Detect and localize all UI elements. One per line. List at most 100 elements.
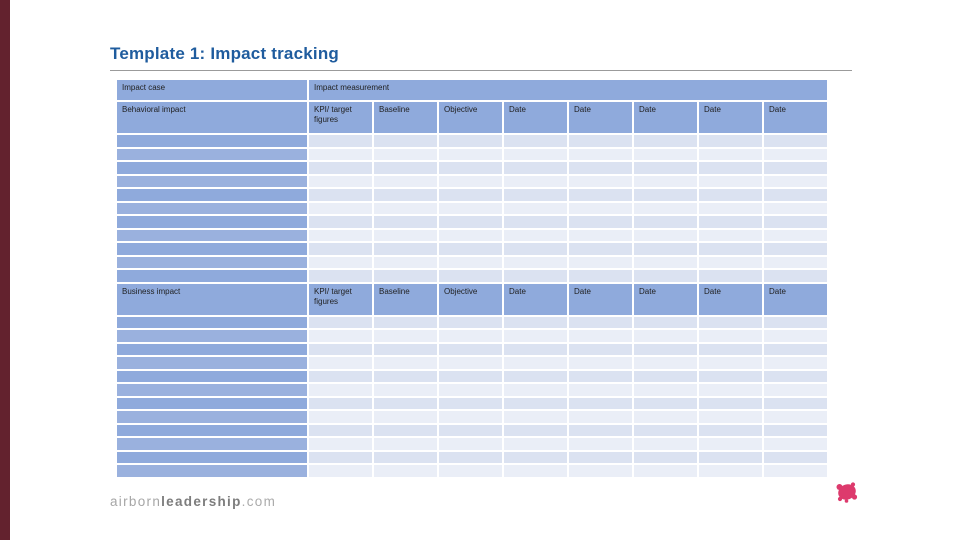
empty-data-cell — [309, 229, 372, 241]
empty-data-cell — [504, 330, 567, 342]
empty-data-cell — [309, 370, 372, 382]
empty-data-cell — [374, 411, 437, 423]
empty-data-cell — [569, 148, 632, 160]
empty-data-cell — [504, 148, 567, 160]
empty-data-cell — [439, 135, 502, 147]
empty-data-cell — [634, 270, 697, 282]
empty-data-cell — [309, 343, 372, 355]
empty-data-cell — [569, 270, 632, 282]
empty-data-cell — [309, 438, 372, 450]
empty-data-cell — [439, 229, 502, 241]
empty-data-cell — [439, 330, 502, 342]
empty-data-cell — [634, 343, 697, 355]
empty-data-cell — [439, 424, 502, 436]
empty-data-cell — [309, 316, 372, 328]
empty-data-cell — [504, 465, 567, 477]
empty-data-cell — [439, 465, 502, 477]
empty-data-cell — [309, 135, 372, 147]
empty-data-cell — [699, 162, 762, 174]
empty-data-cell — [699, 148, 762, 160]
empty-data-cell — [634, 357, 697, 369]
empty-label-cell — [117, 465, 307, 477]
empty-data-cell — [634, 330, 697, 342]
column-header-cell: Date — [569, 283, 632, 315]
column-header-cell: Baseline — [374, 102, 437, 133]
table-row — [117, 330, 827, 342]
empty-data-cell — [764, 424, 827, 436]
table-row — [117, 189, 827, 201]
empty-data-cell — [634, 243, 697, 255]
column-header-cell: Date — [504, 283, 567, 315]
empty-label-cell — [117, 189, 307, 201]
empty-data-cell — [699, 216, 762, 228]
left-accent-bar — [0, 0, 10, 540]
column-header-cell: Date — [764, 283, 827, 315]
empty-data-cell — [569, 202, 632, 214]
empty-data-cell — [699, 411, 762, 423]
empty-data-cell — [374, 397, 437, 409]
empty-data-cell — [374, 243, 437, 255]
table-row — [117, 465, 827, 477]
empty-data-cell — [764, 229, 827, 241]
table-row — [117, 175, 827, 187]
column-header-cell: Date — [764, 102, 827, 133]
brand-part-leadership: leadership — [161, 494, 242, 509]
empty-data-cell — [764, 357, 827, 369]
empty-label-cell — [117, 357, 307, 369]
empty-label-cell — [117, 202, 307, 214]
empty-label-cell — [117, 135, 307, 147]
empty-data-cell — [634, 135, 697, 147]
empty-data-cell — [699, 357, 762, 369]
empty-data-cell — [699, 270, 762, 282]
empty-data-cell — [439, 397, 502, 409]
empty-data-cell — [569, 438, 632, 450]
empty-data-cell — [309, 243, 372, 255]
brand-part-domain: .com — [241, 494, 277, 509]
empty-data-cell — [634, 451, 697, 463]
empty-label-cell — [117, 411, 307, 423]
section-header-row: Behavioral impact KPI/ target figures Base… — [117, 102, 827, 133]
empty-data-cell — [374, 343, 437, 355]
empty-data-cell — [569, 135, 632, 147]
empty-data-cell — [439, 189, 502, 201]
empty-label-cell — [117, 384, 307, 396]
impact-tracking-table: Impact case Impact measurement Behavioral … — [117, 80, 827, 479]
empty-data-cell — [634, 424, 697, 436]
impact-case-header-cell: Impact case — [117, 80, 307, 100]
empty-label-cell — [117, 370, 307, 382]
empty-data-cell — [764, 384, 827, 396]
empty-data-cell — [504, 384, 567, 396]
table-row — [117, 135, 827, 147]
empty-data-cell — [764, 148, 827, 160]
empty-data-cell — [309, 465, 372, 477]
empty-data-cell — [699, 397, 762, 409]
column-header-cell: Date — [699, 102, 762, 133]
empty-data-cell — [764, 465, 827, 477]
empty-data-cell — [764, 397, 827, 409]
empty-data-cell — [764, 316, 827, 328]
empty-data-cell — [699, 370, 762, 382]
empty-label-cell — [117, 424, 307, 436]
empty-data-cell — [699, 465, 762, 477]
title-underline — [110, 70, 852, 71]
empty-data-cell — [374, 438, 437, 450]
empty-data-cell — [374, 370, 437, 382]
empty-data-cell — [764, 189, 827, 201]
empty-label-cell — [117, 397, 307, 409]
column-header-cell: Date — [634, 102, 697, 133]
empty-data-cell — [309, 451, 372, 463]
empty-data-cell — [439, 162, 502, 174]
empty-data-cell — [309, 202, 372, 214]
empty-data-cell — [504, 343, 567, 355]
empty-data-cell — [374, 316, 437, 328]
empty-data-cell — [634, 216, 697, 228]
table-row — [117, 384, 827, 396]
empty-data-cell — [309, 216, 372, 228]
table-row — [117, 411, 827, 423]
empty-data-cell — [569, 229, 632, 241]
empty-data-cell — [439, 202, 502, 214]
empty-data-cell — [569, 162, 632, 174]
empty-data-cell — [764, 243, 827, 255]
empty-data-cell — [439, 243, 502, 255]
